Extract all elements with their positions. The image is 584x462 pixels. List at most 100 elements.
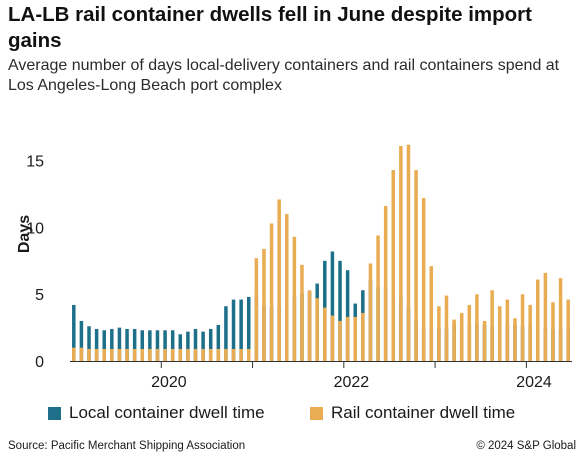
rail-bar	[110, 348, 114, 361]
local-bar	[155, 330, 160, 361]
rail-bar	[421, 198, 426, 361]
local-bar	[345, 270, 350, 361]
legend-label-rail: Rail container dwell time	[331, 403, 516, 422]
rail-bar	[315, 298, 319, 361]
rail-bar	[178, 348, 183, 361]
rail-bar	[452, 319, 456, 361]
rail-bar	[520, 294, 525, 361]
local-bar	[193, 328, 198, 361]
rail-bar	[87, 348, 91, 361]
rail-bar	[566, 299, 570, 361]
y-tick-label: 5	[35, 287, 44, 304]
rail-bar	[148, 348, 152, 361]
local-bar	[239, 299, 243, 361]
local-bar	[163, 330, 167, 361]
legend-label-local: Local container dwell time	[69, 403, 265, 422]
rail-bar	[543, 272, 548, 361]
axes: 0 5 10 15 Days 2020 2022 2024	[16, 154, 572, 391]
local-bar	[94, 328, 99, 361]
local-bar	[231, 299, 236, 361]
rail-bar	[155, 348, 160, 361]
local-bar	[170, 330, 175, 361]
rail-bar	[536, 279, 540, 361]
y-tick-label: 0	[35, 354, 44, 371]
rail-bar	[79, 347, 84, 361]
rail-bar	[231, 348, 236, 361]
x-tick-label: 2022	[334, 374, 370, 391]
rail-bar	[132, 348, 137, 361]
local-bar	[330, 251, 335, 361]
chart-area: 0 5 10 15 Days 2020 2022 2024	[16, 144, 572, 391]
rail-bar	[262, 248, 266, 361]
rail-series-bars	[72, 144, 570, 361]
local-bar	[216, 324, 221, 361]
local-bar	[117, 327, 122, 361]
rail-bar	[558, 278, 563, 361]
rail-bar	[292, 236, 297, 361]
rail-bar	[437, 306, 441, 361]
source-note: Source: Pacific Merchant Shipping Associ…	[8, 440, 246, 452]
rail-bar	[125, 348, 129, 361]
rail-bar	[102, 348, 106, 361]
local-bar	[224, 306, 228, 361]
rail-bar	[361, 312, 365, 361]
rail-bar	[239, 348, 243, 361]
local-bar	[178, 334, 183, 361]
rail-bar	[353, 316, 357, 361]
chart-title: LA-LB rail container dwells fell in June…	[8, 3, 532, 52]
rail-bar	[414, 170, 418, 361]
rail-bar	[368, 263, 373, 361]
rail-bar	[201, 348, 205, 361]
legend-swatch-rail	[310, 406, 323, 420]
legend-item-rail: Rail container dwell time	[310, 403, 515, 423]
local-bar	[338, 260, 342, 361]
x-tick-label: 2020	[151, 374, 187, 391]
local-bar	[208, 328, 213, 361]
rail-bar	[376, 235, 380, 361]
local-bar	[186, 331, 190, 361]
rail-bar	[254, 258, 259, 361]
rail-bar	[551, 302, 555, 361]
rail-bar	[224, 348, 228, 361]
rail-bar	[72, 347, 76, 361]
rail-bar	[513, 318, 517, 361]
local-bar	[132, 328, 137, 361]
rail-bar	[505, 299, 510, 361]
local-bar	[201, 331, 205, 361]
copyright-note: © 2024 S&P Global	[476, 440, 576, 452]
chart-subtitle: Average number of days local-delivery co…	[8, 57, 560, 94]
y-tick-label: 10	[26, 220, 44, 237]
local-bar	[79, 320, 84, 361]
local-bar	[110, 328, 114, 361]
rail-bar	[391, 170, 396, 361]
rail-bar	[406, 144, 411, 361]
rail-bar	[444, 295, 449, 361]
rail-bar	[467, 304, 472, 361]
rail-bar	[140, 348, 145, 361]
rail-bar	[216, 348, 221, 361]
rail-bar	[307, 290, 312, 361]
legend-swatch-local	[48, 406, 61, 420]
local-bar	[102, 330, 106, 361]
local-bar	[140, 330, 145, 361]
rail-bar	[186, 348, 190, 361]
rail-bar	[269, 223, 274, 361]
rail-bar	[246, 348, 251, 361]
rail-bar	[528, 304, 532, 361]
local-bar	[125, 328, 129, 361]
rail-bar	[383, 206, 388, 361]
rail-bar	[345, 316, 350, 361]
rail-bar	[497, 306, 502, 361]
rail-bar	[285, 214, 289, 361]
rail-bar	[399, 146, 403, 361]
legend-item-local: Local container dwell time	[48, 403, 265, 423]
rail-bar	[300, 264, 304, 361]
rail-bar	[170, 348, 175, 361]
local-bar	[87, 326, 91, 361]
rail-bar	[193, 348, 198, 361]
y-axis-label: Days	[16, 215, 33, 253]
rail-bar	[482, 320, 487, 361]
rail-bar	[338, 320, 342, 361]
rail-bar	[117, 348, 122, 361]
local-series-bars	[72, 251, 570, 361]
